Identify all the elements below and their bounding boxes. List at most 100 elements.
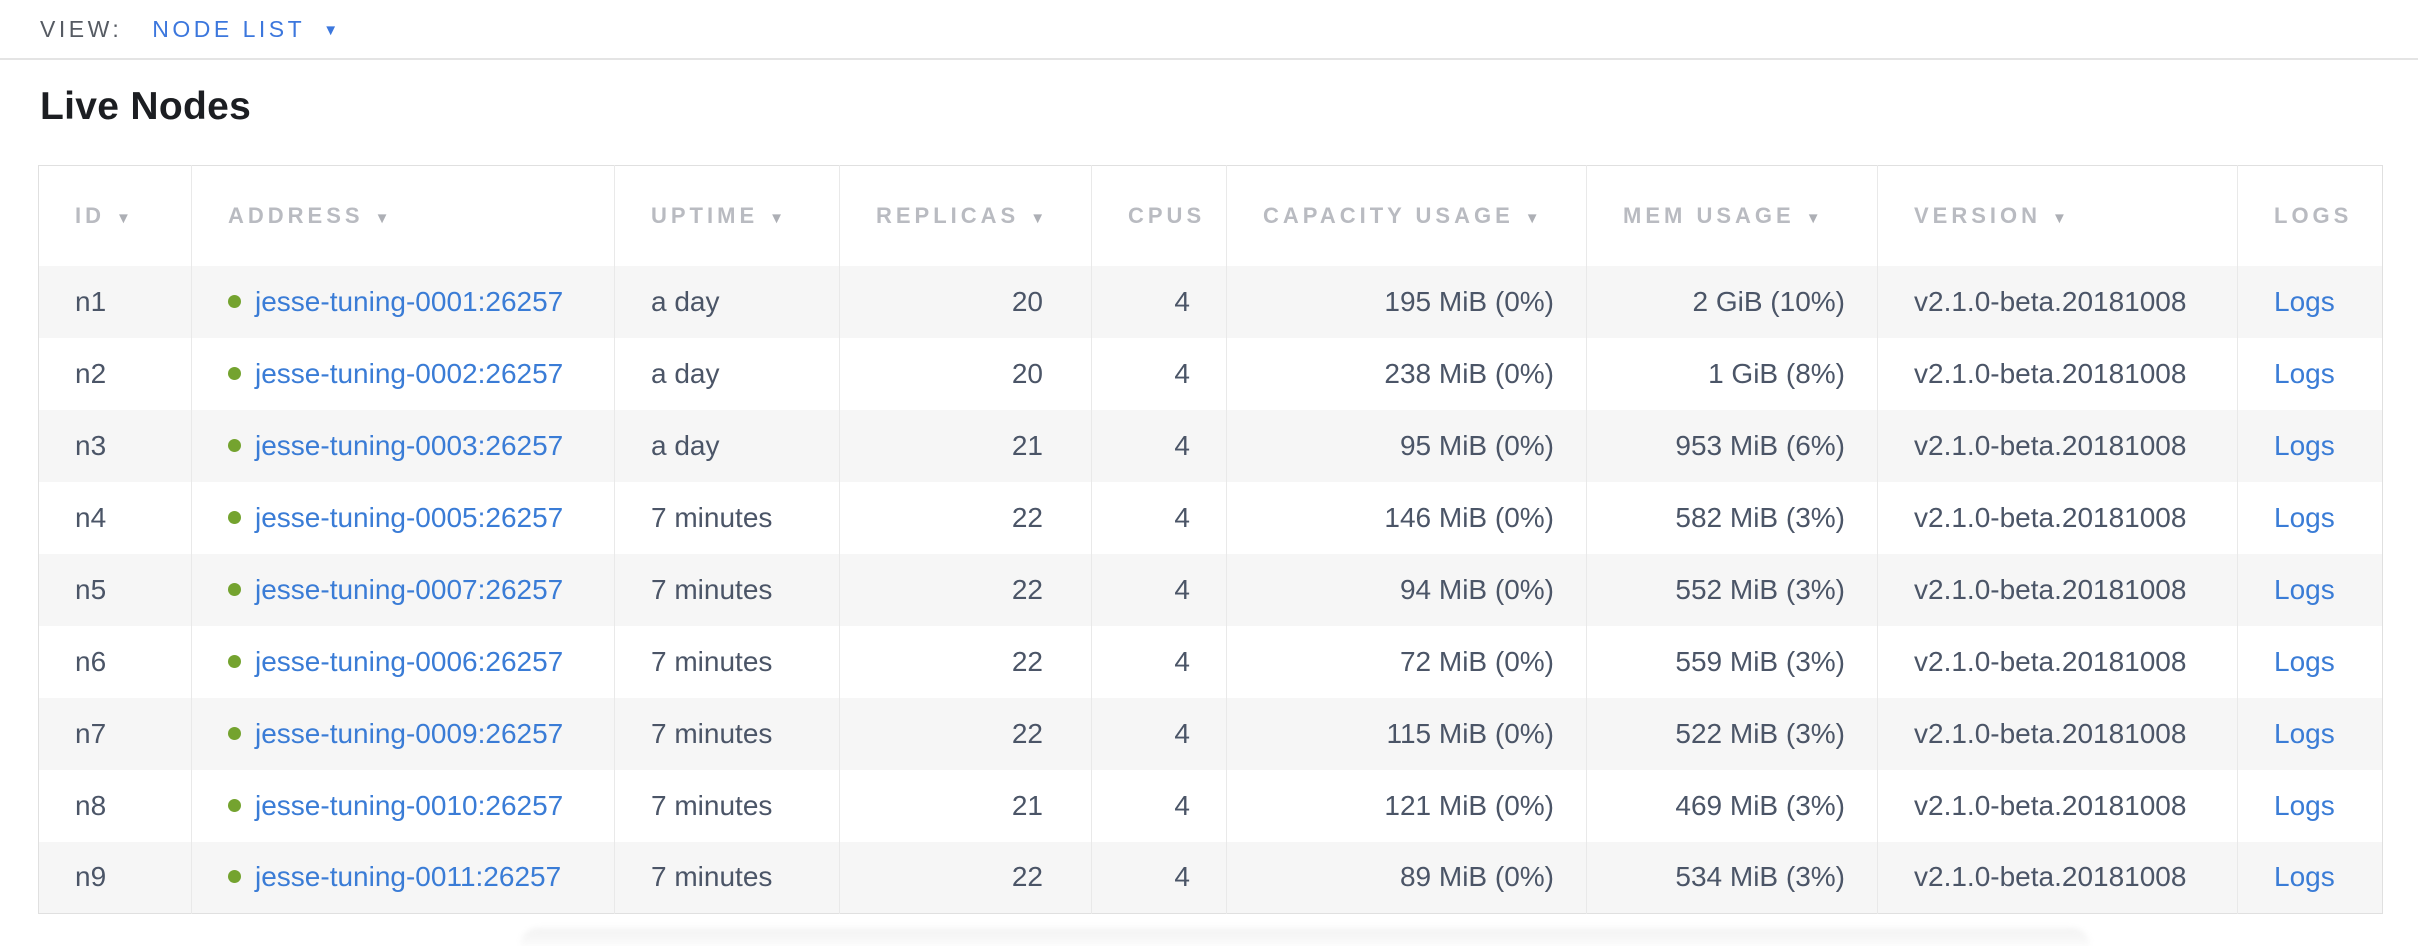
node-row: n6 jesse-tuning-0006:26257 7 minutes 22 … — [38, 625, 2383, 698]
node-mem-usage-cell: 534 MiB (3%) — [1586, 841, 1878, 914]
live-nodes-table-container: ID ▼ ADDRESS ▼ UPTIME ▼ REPLICAS ▼ CPUS — [38, 165, 2383, 914]
node-row: n4 jesse-tuning-0005:26257 7 minutes 22 … — [38, 481, 2383, 554]
node-version-cell: v2.1.0-beta.20181008 — [1877, 697, 2238, 770]
node-address-link[interactable]: jesse-tuning-0007:26257 — [255, 573, 564, 605]
node-id-cell: n6 — [75, 645, 107, 677]
logs-link[interactable]: Logs — [2274, 789, 2335, 821]
logs-link[interactable]: Logs — [2274, 357, 2335, 389]
sort-desc-icon: ▼ — [1524, 209, 1540, 227]
node-live-status-icon — [228, 870, 241, 884]
logs-link[interactable]: Logs — [2274, 573, 2335, 605]
column-header-version[interactable]: VERSION ▼ — [1877, 165, 2238, 266]
node-logs-cell: Logs — [2237, 553, 2383, 626]
node-address-link[interactable]: jesse-tuning-0006:26257 — [255, 645, 564, 677]
view-selector-value: NODE LIST — [152, 15, 306, 42]
node-mem-usage-cell: 953 MiB (6%) — [1586, 409, 1878, 482]
column-header-cpus[interactable]: CPUS — [1091, 165, 1227, 266]
node-replicas-cell: 21 — [839, 769, 1092, 842]
node-uptime-cell: 7 minutes — [614, 769, 840, 842]
node-uptime-cell: 7 minutes — [614, 697, 840, 770]
node-replicas-cell: 22 — [839, 625, 1092, 698]
table-body: n1 jesse-tuning-0001:26257 a day 20 4 19… — [38, 265, 2383, 914]
node-mem-usage-cell: 469 MiB (3%) — [1586, 769, 1878, 842]
node-cpus-cell: 4 — [1091, 481, 1227, 554]
node-live-status-icon — [228, 438, 241, 452]
node-address-cell: jesse-tuning-0007:26257 — [191, 553, 615, 626]
node-uptime-cell: 7 minutes — [614, 481, 840, 554]
main-content: Live Nodes ID ▼ ADDRESS ▼ UPTIME ▼ — [0, 86, 2418, 914]
node-row: n1 jesse-tuning-0001:26257 a day 20 4 19… — [38, 265, 2383, 338]
column-header-capacity-usage[interactable]: CAPACITY USAGE ▼ — [1226, 165, 1587, 266]
node-cpus-cell: 4 — [1091, 409, 1227, 482]
logs-link[interactable]: Logs — [2274, 717, 2335, 749]
logs-link[interactable]: Logs — [2274, 861, 2335, 893]
node-mem-usage-cell: 559 MiB (3%) — [1586, 625, 1878, 698]
chevron-down-icon: ▼ — [323, 21, 339, 39]
node-capacity-usage-cell: 72 MiB (0%) — [1226, 625, 1587, 698]
node-id-cell: n5 — [75, 573, 107, 605]
node-address-cell: jesse-tuning-0006:26257 — [191, 625, 615, 698]
node-mem-usage-cell: 582 MiB (3%) — [1586, 481, 1878, 554]
node-version-cell: v2.1.0-beta.20181008 — [1877, 265, 2238, 338]
node-cpus-cell: 4 — [1091, 697, 1227, 770]
node-address-link[interactable]: jesse-tuning-0009:26257 — [255, 717, 564, 749]
node-uptime-cell: a day — [614, 265, 840, 338]
node-replicas-cell: 20 — [839, 337, 1092, 410]
node-cpus-cell: 4 — [1091, 625, 1227, 698]
node-capacity-usage-cell: 95 MiB (0%) — [1226, 409, 1587, 482]
node-cpus-cell: 4 — [1091, 265, 1227, 338]
node-mem-usage-cell: 522 MiB (3%) — [1586, 697, 1878, 770]
node-address-link[interactable]: jesse-tuning-0005:26257 — [255, 501, 564, 533]
node-capacity-usage-cell: 238 MiB (0%) — [1226, 337, 1587, 410]
node-live-status-icon — [228, 726, 241, 740]
logs-link[interactable]: Logs — [2274, 429, 2335, 461]
node-id-cell: n9 — [75, 861, 107, 893]
node-logs-cell: Logs — [2237, 265, 2383, 338]
view-selector-dropdown[interactable]: NODE LIST ▼ — [152, 16, 338, 43]
sort-desc-icon: ▼ — [374, 209, 390, 227]
node-version-cell: v2.1.0-beta.20181008 — [1877, 481, 2238, 554]
node-row: n7 jesse-tuning-0009:26257 7 minutes 22 … — [38, 697, 2383, 770]
node-logs-cell: Logs — [2237, 697, 2383, 770]
node-logs-cell: Logs — [2237, 409, 2383, 482]
column-header-mem-usage[interactable]: MEM USAGE ▼ — [1586, 165, 1878, 266]
column-header-replicas[interactable]: REPLICAS ▼ — [839, 165, 1092, 266]
node-row: n8 jesse-tuning-0010:26257 7 minutes 21 … — [38, 769, 2383, 842]
column-header-uptime[interactable]: UPTIME ▼ — [614, 165, 840, 266]
node-logs-cell: Logs — [2237, 625, 2383, 698]
node-address-link[interactable]: jesse-tuning-0010:26257 — [255, 789, 564, 821]
node-live-status-icon — [228, 582, 241, 596]
column-header-id[interactable]: ID ▼ — [38, 165, 192, 266]
node-id-cell: n4 — [75, 501, 107, 533]
node-uptime-cell: 7 minutes — [614, 841, 840, 914]
sort-desc-icon: ▼ — [116, 209, 131, 227]
node-capacity-usage-cell: 94 MiB (0%) — [1226, 553, 1587, 626]
column-header-address[interactable]: ADDRESS ▼ — [191, 165, 615, 266]
node-capacity-usage-cell: 121 MiB (0%) — [1226, 769, 1587, 842]
node-row: n3 jesse-tuning-0003:26257 a day 21 4 95… — [38, 409, 2383, 482]
node-address-link[interactable]: jesse-tuning-0001:26257 — [255, 285, 564, 317]
node-live-status-icon — [228, 366, 241, 380]
node-uptime-cell: a day — [614, 409, 840, 482]
node-row: n5 jesse-tuning-0007:26257 7 minutes 22 … — [38, 553, 2383, 626]
logs-link[interactable]: Logs — [2274, 501, 2335, 533]
node-uptime-cell: 7 minutes — [614, 553, 840, 626]
node-logs-cell: Logs — [2237, 481, 2383, 554]
node-replicas-cell: 21 — [839, 409, 1092, 482]
node-version-cell: v2.1.0-beta.20181008 — [1877, 337, 2238, 410]
node-uptime-cell: 7 minutes — [614, 625, 840, 698]
node-address-link[interactable]: jesse-tuning-0003:26257 — [255, 429, 564, 461]
node-address-cell: jesse-tuning-0005:26257 — [191, 481, 615, 554]
node-mem-usage-cell: 552 MiB (3%) — [1586, 553, 1878, 626]
node-address-link[interactable]: jesse-tuning-0002:26257 — [255, 357, 564, 389]
node-logs-cell: Logs — [2237, 769, 2383, 842]
node-address-link[interactable]: jesse-tuning-0011:26257 — [255, 861, 562, 893]
node-capacity-usage-cell: 195 MiB (0%) — [1226, 265, 1587, 338]
logs-link[interactable]: Logs — [2274, 645, 2335, 677]
node-address-cell: jesse-tuning-0003:26257 — [191, 409, 615, 482]
node-cpus-cell: 4 — [1091, 337, 1227, 410]
node-address-cell: jesse-tuning-0010:26257 — [191, 769, 615, 842]
node-id-cell: n3 — [75, 429, 107, 461]
logs-link[interactable]: Logs — [2274, 285, 2335, 317]
node-version-cell: v2.1.0-beta.20181008 — [1877, 553, 2238, 626]
